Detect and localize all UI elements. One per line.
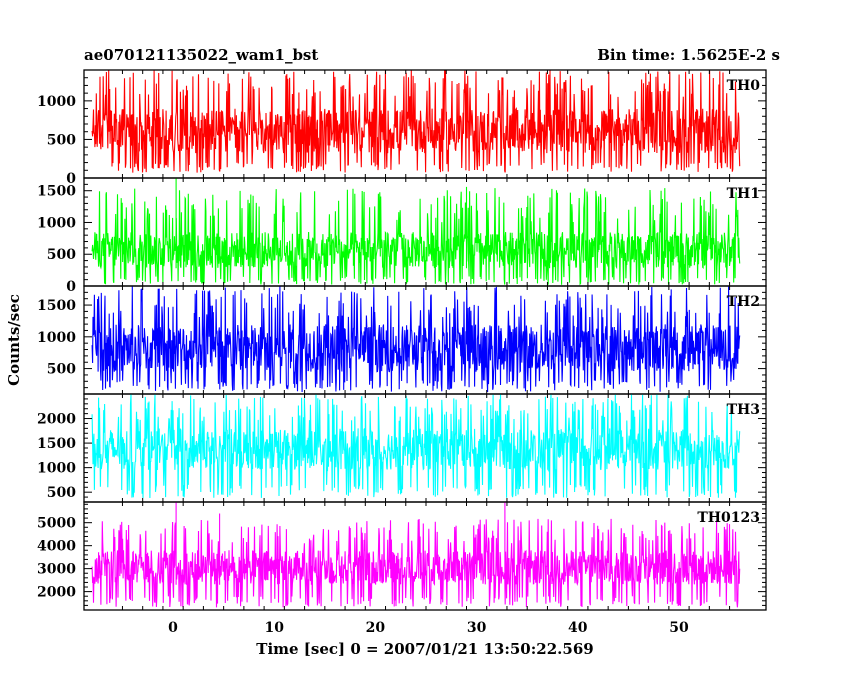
y-tick-label: 1500	[37, 184, 76, 200]
x-tick-label: 0	[168, 620, 178, 636]
panel-frame	[83, 501, 767, 611]
y-tick-label: 500	[47, 362, 76, 378]
panel-label: TH0123	[697, 510, 760, 526]
y-tick-label: 3000	[37, 562, 76, 578]
x-tick-label: 10	[264, 620, 284, 636]
y-tick-label: 0	[66, 279, 76, 295]
series-line-th0	[91, 70, 741, 173]
y-tick-label: 0	[66, 171, 76, 187]
x-axis-label: Time [sec] 0 = 2007/01/21 13:50:22.569	[256, 640, 593, 658]
x-tick-label: 30	[467, 620, 487, 636]
chart-title-left: ae070121135022_wam1_bst	[84, 46, 318, 64]
panel-label: TH2	[727, 294, 760, 310]
panel-th2: 500 1000 1500 TH2	[37, 285, 767, 395]
panel-th0123: 2000 3000 4000 5000 TH0123	[37, 501, 767, 611]
chart-title-right: Bin time: 1.5625E-2 s	[597, 46, 780, 64]
y-tick-label: 1000	[37, 94, 76, 110]
panel-th3: 500 1000 1500 2000 TH3	[37, 393, 767, 503]
x-tick-label: 20	[366, 620, 386, 636]
y-tick-label: 2000	[37, 412, 76, 428]
y-tick-label: 1000	[37, 461, 76, 477]
y-tick-label: 2000	[37, 585, 76, 601]
series-line-th2	[91, 286, 741, 393]
series-line-th0123	[91, 502, 741, 608]
panel-label: TH0	[727, 78, 761, 94]
panel-label: TH3	[727, 402, 760, 418]
y-tick-label: 1500	[37, 436, 76, 452]
series-line-th3	[91, 394, 741, 499]
y-tick-label: 4000	[37, 539, 76, 555]
panel-th1: 0 500 1000 1500 TH1	[37, 177, 767, 295]
y-tick-label: 500	[47, 132, 76, 148]
y-tick-label: 1000	[37, 215, 76, 231]
x-tick-label: 50	[669, 620, 689, 636]
panel-th0: 0 500 1000 TH0	[37, 69, 767, 187]
y-tick-label: 1500	[37, 298, 76, 314]
y-tick-label: 1000	[37, 330, 76, 346]
y-tick-label: 500	[47, 247, 76, 263]
x-tick-label: 40	[568, 620, 588, 636]
series-line-th1	[91, 178, 741, 286]
y-tick-label: 500	[47, 485, 76, 501]
y-axis-label: Counts/sec	[5, 294, 23, 386]
y-tick-label: 5000	[37, 516, 76, 532]
panel-label: TH1	[727, 186, 760, 202]
